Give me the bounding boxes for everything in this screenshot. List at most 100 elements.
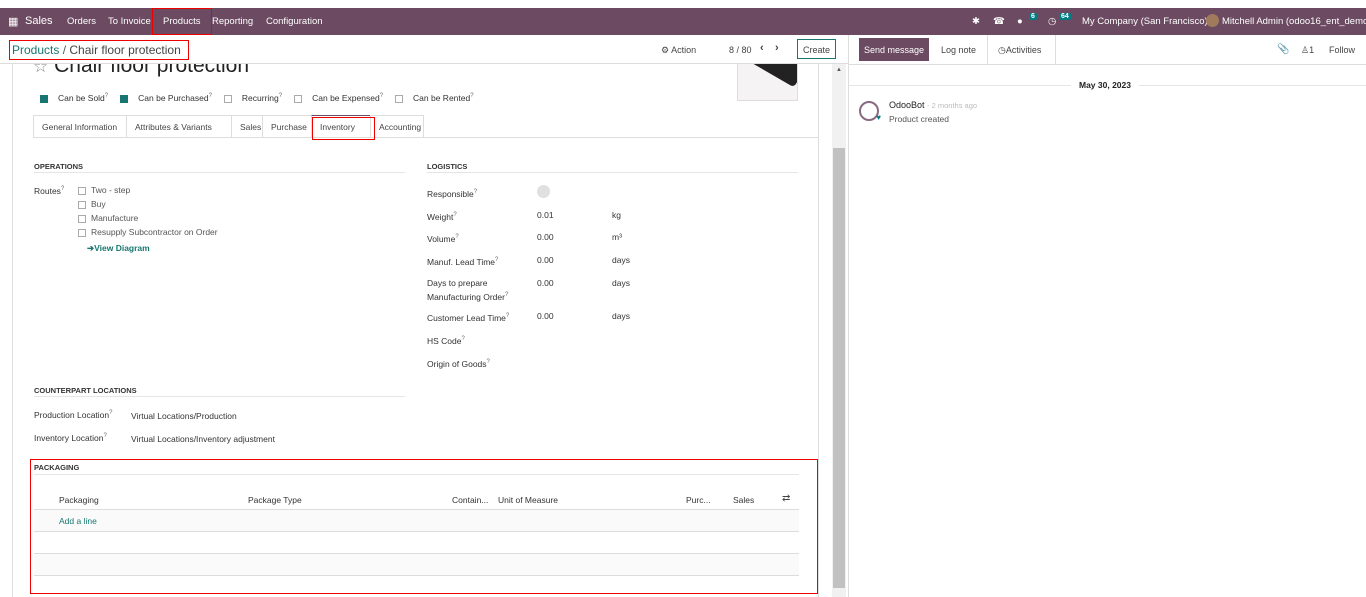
chat-icon[interactable]: ● (1017, 16, 1023, 27)
product-image[interactable] (737, 64, 798, 101)
option-can-be-rented[interactable]: Can be Rented? (395, 93, 474, 103)
checkbox[interactable] (223, 94, 232, 103)
logistics-unit: days (612, 278, 630, 288)
option-label: Can be Purchased (138, 93, 209, 103)
send-message-button[interactable]: Send message (859, 38, 929, 61)
help-icon[interactable]: ? (473, 189, 478, 195)
pager-previous-icon[interactable]: ‹ (760, 42, 764, 54)
table-row (34, 532, 799, 554)
help-icon[interactable]: ? (453, 212, 457, 218)
logistics-value[interactable]: 0.01 (537, 210, 554, 220)
breadcrumb: Products / Chair floor protection (9, 40, 189, 60)
option-recurring[interactable]: Recurring? (223, 93, 283, 103)
checkbox[interactable] (40, 94, 48, 103)
checkbox[interactable] (78, 186, 86, 195)
logistics-label: HS Code? (427, 335, 465, 346)
help-icon[interactable]: ? (104, 93, 109, 99)
responsible-avatar[interactable] (537, 185, 550, 198)
column-header[interactable]: Packaging (59, 495, 99, 505)
help-icon[interactable]: ? (208, 93, 212, 99)
help-icon[interactable]: ? (470, 93, 474, 99)
help-icon[interactable]: ? (495, 257, 499, 263)
optional-columns-icon[interactable]: ⇄ (782, 493, 791, 504)
menu-products[interactable]: Products (163, 16, 201, 27)
menu-orders[interactable]: Orders (67, 16, 97, 27)
inventory-location-label: Inventory Location? (34, 433, 107, 443)
scrollbar[interactable]: ▲ (832, 64, 846, 597)
breadcrumb-products[interactable]: Products (12, 43, 60, 57)
gear-icon: ⚙ (661, 45, 670, 55)
column-header[interactable]: Contain... (452, 495, 489, 505)
help-icon[interactable]: ? (461, 336, 465, 342)
user-menu[interactable]: Mitchell Admin (odoo16_ent_demo) (1222, 16, 1366, 27)
option-can-be-sold[interactable]: Can be Sold? (40, 93, 108, 103)
option-can-be-purchased[interactable]: Can be Purchased? (120, 93, 212, 103)
option-can-be-expensed[interactable]: Can be Expensed? (294, 93, 383, 103)
logistics-value[interactable]: 0.00 (537, 311, 554, 321)
followers-button[interactable]: ♙1 (1301, 45, 1315, 55)
menu-to-invoice[interactable]: To Invoice (108, 16, 151, 27)
help-icon[interactable]: ? (379, 93, 384, 99)
apps-menu-icon[interactable]: ▦ (8, 16, 19, 28)
column-header[interactable]: Package Type (248, 495, 302, 505)
route-option[interactable]: Buy (78, 199, 218, 213)
tab-general-information[interactable]: General Information (33, 115, 127, 137)
tab-accounting[interactable]: Accounting (370, 115, 424, 137)
menu-reporting[interactable]: Reporting (212, 16, 254, 27)
scrollbar-thumb[interactable] (833, 148, 845, 588)
checkbox[interactable] (120, 94, 129, 103)
create-button[interactable]: Create (797, 39, 836, 59)
view-diagram-link[interactable]: ➔View Diagram (87, 243, 150, 253)
column-header[interactable]: Purc... (686, 495, 711, 505)
route-option[interactable]: Two - step (78, 185, 218, 199)
checkbox[interactable] (78, 228, 86, 237)
follow-button[interactable]: Follow (1329, 45, 1356, 55)
avatar[interactable] (1206, 14, 1219, 27)
action-button[interactable]: ⚙ Action (661, 45, 696, 56)
clock-icon: ◷ (998, 45, 1006, 55)
app-name[interactable]: Sales (25, 15, 53, 27)
scroll-up-icon[interactable]: ▲ (836, 67, 842, 73)
form-sheet: ☆ Chair floor protection Can be Sold? Can… (12, 64, 819, 597)
logistics-value[interactable]: 0.00 (537, 232, 554, 242)
logistics-value[interactable]: 0.00 (537, 278, 554, 288)
activities-button[interactable]: ◷Activities (987, 35, 1056, 65)
company-switcher[interactable]: My Company (San Francisco) (1082, 16, 1208, 27)
breadcrumb-current: Chair floor protection (69, 43, 181, 57)
pager-next-icon[interactable]: › (775, 42, 779, 54)
help-icon[interactable]: ? (278, 93, 283, 99)
pager-value[interactable]: 8 / 80 (729, 45, 752, 55)
star-icon[interactable]: ☆ (33, 64, 49, 76)
checkbox[interactable] (78, 214, 86, 223)
production-location-field[interactable]: Virtual Locations/Production (131, 411, 237, 421)
tab-attributes-variants[interactable]: Attributes & Variants (126, 115, 232, 137)
bug-icon[interactable]: ✱ (972, 16, 980, 27)
route-label: Manufacture (91, 213, 139, 223)
phone-icon[interactable]: ☎ (993, 16, 1005, 27)
product-name[interactable]: Chair floor protection (54, 64, 250, 77)
route-option[interactable]: Resupply Subcontractor on Order (78, 227, 218, 241)
route-option[interactable]: Manufacture (78, 213, 218, 227)
menu-configuration[interactable]: Configuration (266, 16, 323, 27)
column-header[interactable]: Sales (733, 495, 755, 505)
help-icon[interactable]: ? (455, 234, 459, 240)
checkbox[interactable] (294, 94, 303, 103)
clock-icon[interactable]: ◷ (1048, 16, 1057, 27)
log-note-button[interactable]: Log note (941, 45, 977, 55)
checkbox[interactable] (395, 94, 404, 103)
checkbox[interactable] (78, 200, 86, 209)
tab-sales[interactable]: Sales (231, 115, 263, 137)
option-label: Can be Rented (413, 93, 471, 103)
logistics-label: Origin of Goods? (427, 358, 490, 369)
tab-purchase[interactable]: Purchase (262, 115, 312, 137)
logistics-value[interactable]: 0.00 (537, 255, 554, 265)
column-header[interactable]: Unit of Measure (498, 495, 558, 505)
routes-label: Routes? (34, 186, 65, 196)
inventory-location-field[interactable]: Virtual Locations/Inventory adjustment (131, 434, 275, 444)
add-line-link[interactable]: Add a line (59, 516, 97, 526)
paperclip-icon[interactable]: 📎 (1277, 44, 1290, 55)
help-icon[interactable]: ? (505, 313, 510, 319)
message-body: Product created (889, 114, 950, 124)
help-icon[interactable]: ? (504, 292, 509, 298)
help-icon[interactable]: ? (486, 359, 490, 365)
